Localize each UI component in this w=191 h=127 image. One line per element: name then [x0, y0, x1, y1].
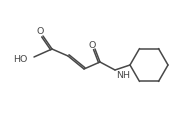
Text: HO: HO — [14, 54, 28, 64]
Text: NH: NH — [116, 72, 130, 81]
Text: O: O — [88, 41, 96, 50]
Text: O: O — [36, 28, 44, 36]
